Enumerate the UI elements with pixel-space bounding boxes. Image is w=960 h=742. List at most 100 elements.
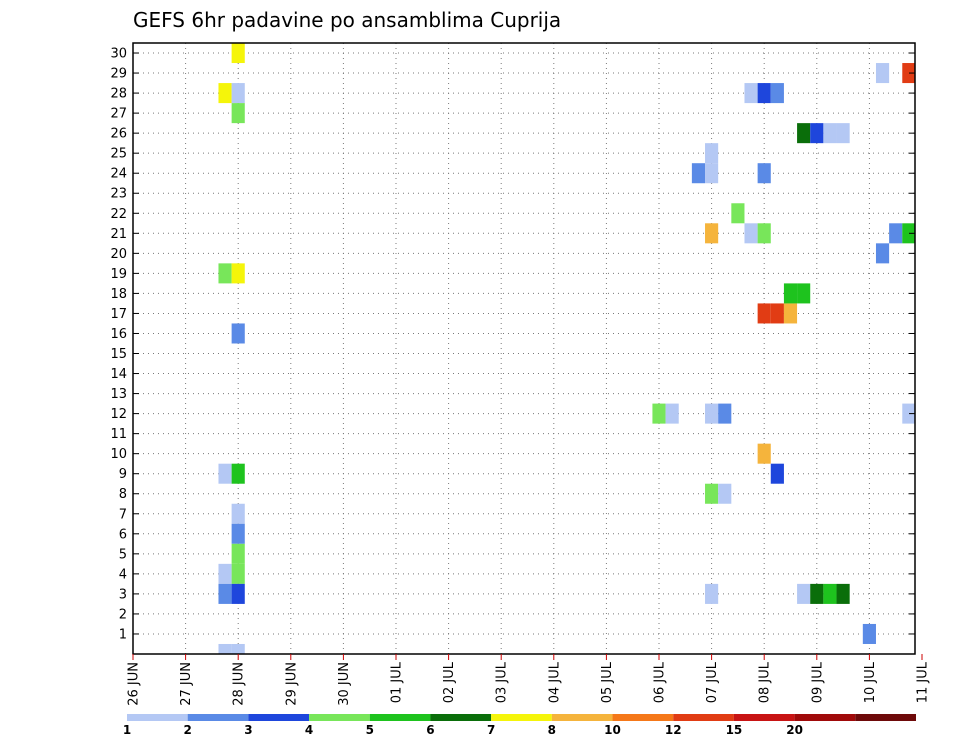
legend-label: 15 — [726, 723, 743, 737]
legend-swatch — [491, 714, 552, 721]
y-tick-label: 19 — [110, 267, 127, 282]
legend-swatch — [309, 714, 370, 721]
precip-cell — [770, 303, 784, 324]
y-tick-label: 24 — [110, 167, 127, 182]
precip-cell — [231, 563, 245, 584]
precip-cell — [705, 143, 719, 164]
precip-cell — [705, 483, 719, 504]
precip-cell — [231, 103, 245, 124]
y-tick-label: 20 — [110, 247, 127, 262]
precip-cell — [862, 623, 876, 644]
precip-cell — [691, 163, 706, 184]
y-tick-label: 9 — [119, 467, 127, 482]
y-tick-label: 3 — [119, 587, 127, 602]
y-tick-label: 1 — [119, 627, 127, 642]
legend-swatch — [612, 714, 674, 721]
precip-cell — [731, 203, 745, 224]
legend-swatch — [127, 714, 188, 721]
y-tick-label: 5 — [119, 547, 127, 562]
precip-cell — [902, 63, 915, 84]
precip-cell — [231, 83, 245, 104]
plot-frame — [132, 42, 916, 655]
precip-cell — [902, 403, 915, 424]
x-tick-label: 27 JUN — [179, 662, 194, 706]
y-axis-ticks: 1234567891011121314151617181920212223242… — [110, 47, 915, 642]
y-tick-label: 18 — [110, 287, 127, 302]
x-tick-label: 07 JUL — [705, 661, 720, 703]
precip-cell — [875, 63, 890, 84]
precip-cell — [218, 463, 232, 484]
precip-cell — [218, 583, 232, 604]
precip-cell — [231, 463, 245, 484]
precip-cell — [770, 463, 784, 484]
legend-label: 4 — [305, 723, 313, 737]
precip-cell — [705, 403, 719, 424]
legend-label: 12 — [665, 723, 682, 737]
precip-cell — [810, 583, 824, 604]
y-tick-label: 4 — [119, 567, 127, 582]
precip-cell — [218, 643, 232, 654]
precip-cell — [757, 443, 771, 464]
x-tick-label: 30 JUN — [337, 662, 352, 706]
precip-cell — [902, 223, 915, 244]
y-tick-label: 21 — [110, 227, 127, 242]
precip-cell — [744, 223, 758, 244]
x-tick-label: 10 JUL — [863, 661, 878, 703]
precip-cell — [231, 583, 245, 604]
y-tick-label: 23 — [110, 187, 127, 202]
x-tick-label: 02 JUL — [442, 661, 457, 703]
precip-cell — [218, 563, 232, 584]
legend-swatch — [551, 714, 613, 721]
x-tick-label: 28 JUN — [232, 662, 247, 706]
x-tick-label: 08 JUL — [758, 661, 773, 703]
precip-cell — [783, 303, 798, 324]
color-legend: 1 2 3 4 5 6 7 8 10 12 15 20 — [123, 714, 916, 737]
legend-label: 6 — [426, 723, 434, 737]
legend-label: 5 — [366, 723, 374, 737]
precip-cell — [718, 403, 732, 424]
y-tick-label: 28 — [110, 87, 127, 102]
precip-cell — [810, 123, 824, 144]
x-tick-label: 04 JUL — [547, 661, 562, 703]
precip-cell — [875, 243, 890, 264]
x-tick-label: 06 JUL — [653, 661, 668, 703]
precip-cell — [705, 163, 719, 184]
legend-swatch — [673, 714, 734, 721]
x-tick-label: 09 JUL — [810, 661, 825, 703]
x-tick-label: 11 JUL — [916, 661, 931, 703]
y-tick-label: 29 — [110, 67, 127, 82]
precip-cell — [705, 223, 719, 244]
legend-label: 8 — [548, 723, 556, 737]
precip-cell — [718, 483, 732, 504]
x-tick-label: 26 JUN — [127, 662, 142, 706]
y-tick-label: 27 — [110, 107, 127, 122]
x-tick-label: 29 JUN — [284, 662, 299, 706]
y-tick-label: 22 — [110, 207, 127, 222]
precip-cell — [889, 223, 903, 244]
precip-cells — [218, 43, 915, 654]
y-tick-label: 25 — [110, 147, 127, 162]
y-tick-label: 30 — [110, 47, 127, 62]
precip-cell — [231, 263, 245, 284]
y-tick-label: 10 — [110, 447, 127, 462]
y-tick-label: 15 — [110, 347, 127, 362]
x-tick-label: 05 JUL — [600, 661, 615, 703]
legend-label: 7 — [487, 723, 495, 737]
y-tick-label: 12 — [110, 407, 127, 422]
precip-cell — [231, 523, 245, 544]
legend-swatch — [733, 714, 795, 721]
precip-cell — [231, 503, 245, 524]
y-tick-label: 6 — [119, 527, 127, 542]
precip-cell — [770, 83, 784, 104]
legend-swatch — [794, 714, 856, 721]
precip-cell — [783, 283, 798, 304]
y-tick-label: 7 — [119, 507, 127, 522]
precip-cell — [836, 123, 850, 144]
precip-cell — [231, 43, 245, 64]
legend-label: 2 — [184, 723, 192, 737]
precip-cell — [757, 163, 771, 184]
precip-cell — [231, 543, 245, 564]
y-tick-label: 16 — [110, 327, 127, 342]
precip-cell — [218, 83, 232, 104]
